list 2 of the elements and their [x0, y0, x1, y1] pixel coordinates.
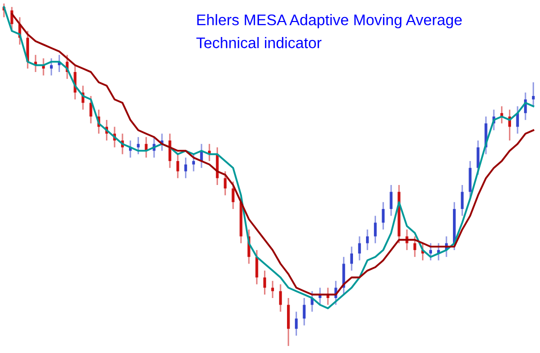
text: Ehlers MESA Adaptive Moving Average — [197, 14, 462, 28]
text: Technical indicator — [196, 37, 322, 48]
